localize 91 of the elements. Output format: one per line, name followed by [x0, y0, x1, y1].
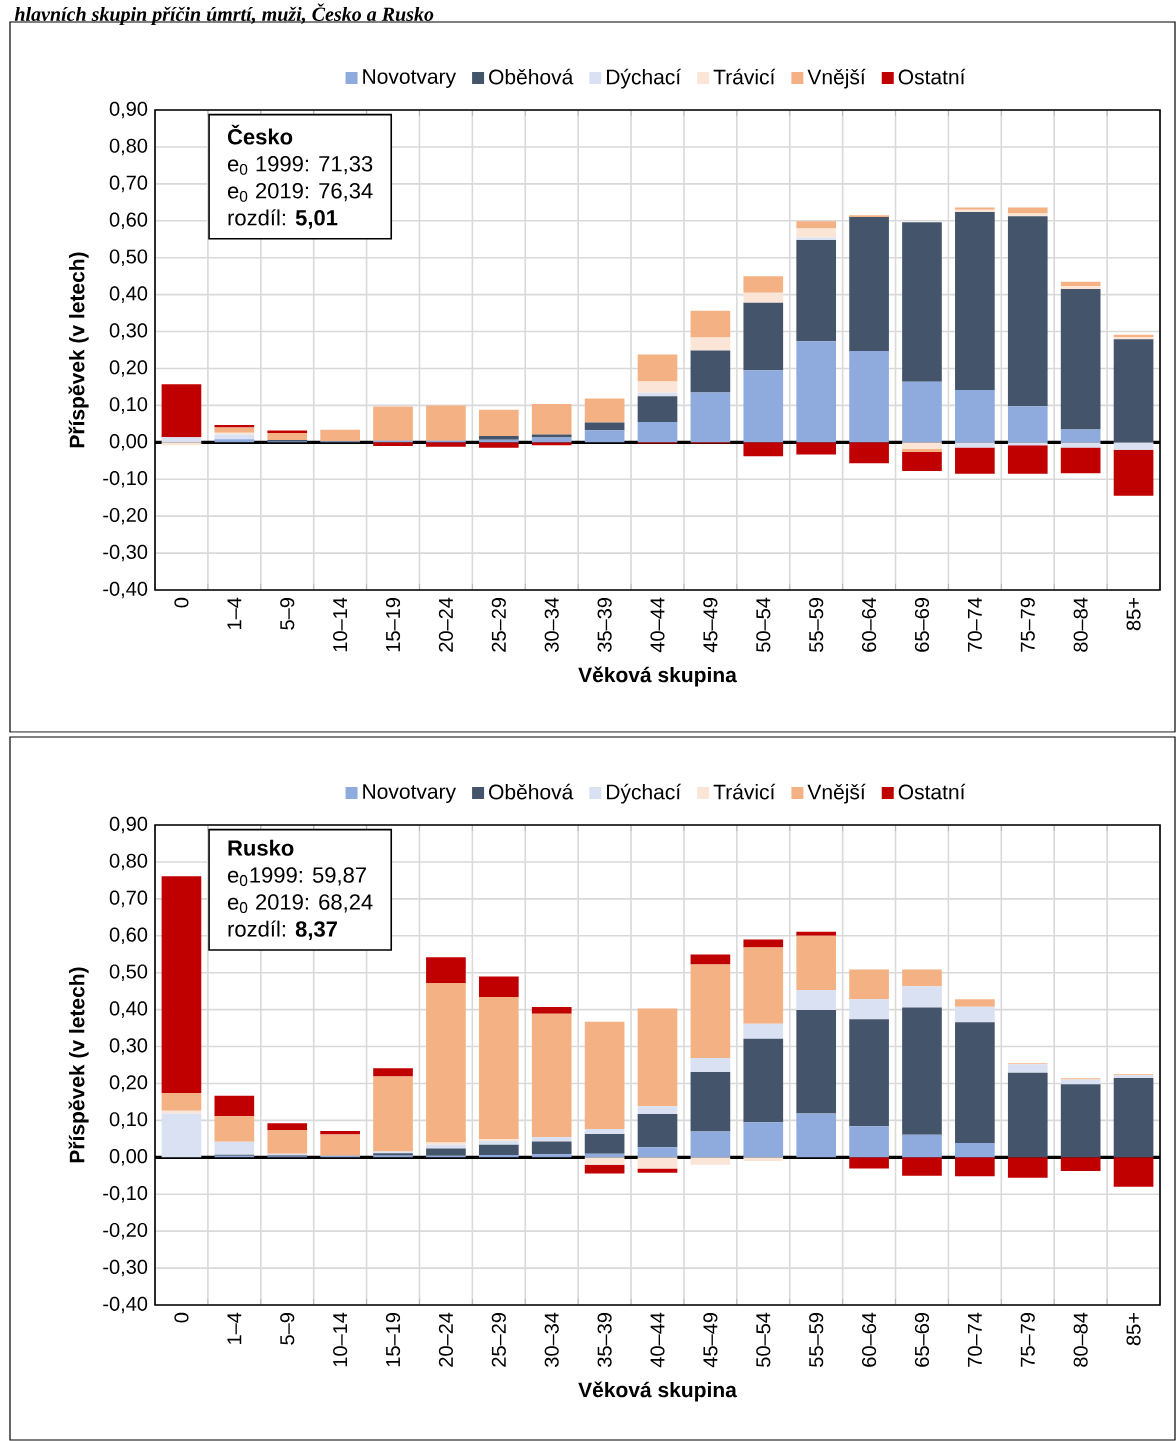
- y-tick-label: 0,20: [109, 1075, 148, 1092]
- x-tick-label: 30–34: [544, 597, 559, 652]
- x-tick-label: 45–49: [703, 598, 718, 653]
- x-tick-label: 0: [174, 597, 189, 608]
- x-tick-label: 5–9: [280, 1313, 295, 1345]
- x-tick-label: 85+: [1126, 598, 1141, 631]
- y-tick-label: 0,70: [109, 175, 148, 193]
- x-tick-label: 30–34: [544, 1312, 559, 1367]
- y-tick-label: 0,70: [109, 890, 148, 908]
- y-tick-label: -0,30: [103, 544, 148, 562]
- x-tick-label: 65–69: [914, 1313, 930, 1367]
- y-tick-label: 0,50: [109, 964, 148, 981]
- x-tick-label: 25–29: [491, 1313, 506, 1367]
- legend-label: Novotvary: [363, 784, 457, 804]
- x-tick-label: 70–74: [967, 597, 982, 652]
- x-tick-label: 55–59: [809, 598, 824, 652]
- y-tick-label: 0,00: [109, 434, 148, 451]
- legend-label: Vnější: [807, 68, 866, 89]
- x-axis-title: Věková skupina: [578, 1381, 737, 1402]
- y-tick-label: 0,10: [109, 1112, 148, 1129]
- legend-label: Trávicí: [713, 783, 776, 800]
- y-tick-label: -0,20: [103, 507, 148, 525]
- annotation: rozdíl: 5,01: [228, 209, 338, 229]
- legend-label: Vnější: [807, 783, 866, 804]
- x-tick-label: 10–14: [333, 597, 348, 652]
- x-tick-label: 20–24: [438, 1312, 453, 1367]
- y-tick-label: 0,90: [109, 101, 148, 119]
- legend-label: Ostatní: [898, 783, 966, 800]
- annotation: Rusko: [228, 839, 294, 856]
- x-tick-label: 45–49: [703, 1313, 718, 1368]
- legend-label: Novotvary: [363, 69, 457, 89]
- y-tick-label: -0,40: [103, 581, 148, 599]
- chart-title: hlavních skupin příčin úmrtí, muži, Česko a Rusko: [14, 3, 434, 26]
- y-tick-label: 0,80: [109, 853, 148, 871]
- legend-label: Dýchací: [607, 783, 682, 804]
- y-tick-label: -0,10: [103, 1185, 148, 1203]
- annotation: e$_{0}$ 2019: 68,24: [228, 894, 373, 914]
- x-tick-label: 65–69: [914, 598, 930, 652]
- x-tick-label: 70–74: [967, 1312, 982, 1367]
- annotation: e$_{0}$1999: 59,87: [228, 867, 366, 887]
- x-tick-label: 0: [174, 1312, 189, 1323]
- legend-label: Oběhová: [489, 68, 574, 85]
- y-tick-label: 0,60: [109, 212, 148, 230]
- x-tick-label: 75–79: [1020, 1313, 1035, 1367]
- x-tick-label: 5–9: [280, 598, 295, 630]
- y-tick-label: 0,20: [109, 360, 148, 377]
- x-tick-label: 80–84: [1073, 1312, 1088, 1367]
- x-tick-label: 55–59: [809, 1313, 824, 1367]
- x-tick-label: 40–44: [650, 1312, 665, 1368]
- y-tick-label: 0,40: [109, 286, 148, 303]
- x-tick-label: 50–54: [756, 1312, 771, 1367]
- y-tick-label: -0,10: [103, 470, 148, 488]
- x-tick-label: 35–39: [597, 598, 612, 652]
- x-tick-label: 1–4: [227, 1312, 242, 1344]
- y-tick-label: 0,50: [109, 249, 148, 266]
- x-tick-label: 40–44: [650, 597, 665, 653]
- x-tick-label: 50–54: [756, 597, 771, 652]
- legend-label: Dýchací: [607, 68, 682, 89]
- annotation: Česko: [227, 124, 293, 145]
- x-tick-label: 15–19: [385, 598, 401, 652]
- x-tick-label: 1–4: [227, 597, 242, 629]
- x-tick-label: 60–64: [862, 1312, 877, 1367]
- legend-label: Ostatní: [898, 68, 966, 85]
- legend-label: Oběhová: [489, 783, 574, 800]
- y-axis-title: Příspěvek (v letech): [68, 252, 89, 448]
- y-axis-title: Příspěvek (v letech): [68, 967, 89, 1163]
- y-tick-label: 0,10: [109, 397, 148, 414]
- x-tick-label: 10–14: [333, 1312, 348, 1367]
- y-tick-label: 0,00: [109, 1149, 148, 1166]
- y-tick-label: -0,30: [103, 1259, 148, 1277]
- y-tick-label: -0,20: [103, 1222, 148, 1240]
- x-tick-label: 85+: [1126, 1313, 1141, 1346]
- y-tick-label: 0,30: [109, 1038, 148, 1055]
- annotation: e$_{0}$ 1999: 71,33: [228, 156, 373, 175]
- y-tick-label: 0,40: [109, 1001, 148, 1018]
- x-tick-label: 20–24: [438, 597, 453, 652]
- annotation: e$_{0}$ 2019: 76,34: [228, 183, 373, 202]
- x-tick-label: 80–84: [1073, 597, 1088, 652]
- x-tick-label: 25–29: [491, 598, 506, 652]
- y-tick-label: -0,40: [103, 1296, 148, 1314]
- legend-label: Trávicí: [713, 68, 776, 85]
- x-axis-title: Věková skupina: [578, 666, 737, 687]
- annotation: rozdíl: 8,37: [228, 920, 337, 941]
- x-tick-label: 15–19: [385, 1313, 401, 1367]
- x-tick-label: 35–39: [597, 1313, 612, 1367]
- x-tick-label: 75–79: [1020, 598, 1035, 652]
- x-tick-label: 60–64: [862, 597, 877, 652]
- y-tick-label: 0,60: [109, 927, 148, 945]
- y-tick-label: 0,30: [109, 323, 148, 340]
- y-tick-label: 0,80: [109, 138, 148, 156]
- y-tick-label: 0,90: [109, 816, 148, 834]
